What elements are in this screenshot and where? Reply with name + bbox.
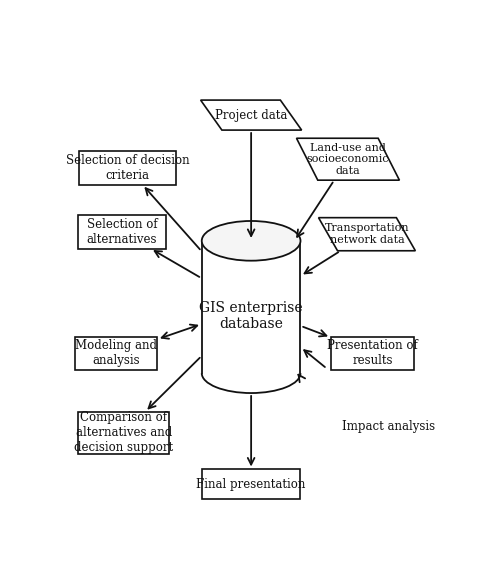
Polygon shape bbox=[318, 218, 416, 251]
Ellipse shape bbox=[202, 221, 300, 261]
Text: Project data: Project data bbox=[215, 109, 287, 121]
Text: Transportation
network data: Transportation network data bbox=[325, 223, 409, 245]
Text: Presentation of
results: Presentation of results bbox=[327, 339, 418, 367]
Text: Comparison of
alternatives and
decision support: Comparison of alternatives and decision … bbox=[74, 411, 173, 454]
Bar bbox=[78, 412, 170, 454]
Bar bbox=[202, 241, 300, 373]
Text: GIS enterprise
database: GIS enterprise database bbox=[199, 301, 303, 331]
Bar bbox=[78, 215, 166, 249]
Polygon shape bbox=[296, 138, 399, 180]
Text: Selection of
alternatives: Selection of alternatives bbox=[87, 218, 157, 246]
Text: Final presentation: Final presentation bbox=[196, 478, 306, 491]
Text: Selection of decision
criteria: Selection of decision criteria bbox=[66, 154, 190, 182]
Bar bbox=[79, 151, 176, 185]
Bar bbox=[202, 469, 300, 500]
Text: Modeling and
analysis: Modeling and analysis bbox=[75, 339, 157, 367]
Text: Impact analysis: Impact analysis bbox=[342, 419, 436, 433]
Text: Land-use and
socioeconomic
data: Land-use and socioeconomic data bbox=[307, 143, 389, 176]
Bar bbox=[331, 337, 415, 370]
Polygon shape bbox=[200, 100, 302, 130]
Bar bbox=[75, 337, 157, 370]
